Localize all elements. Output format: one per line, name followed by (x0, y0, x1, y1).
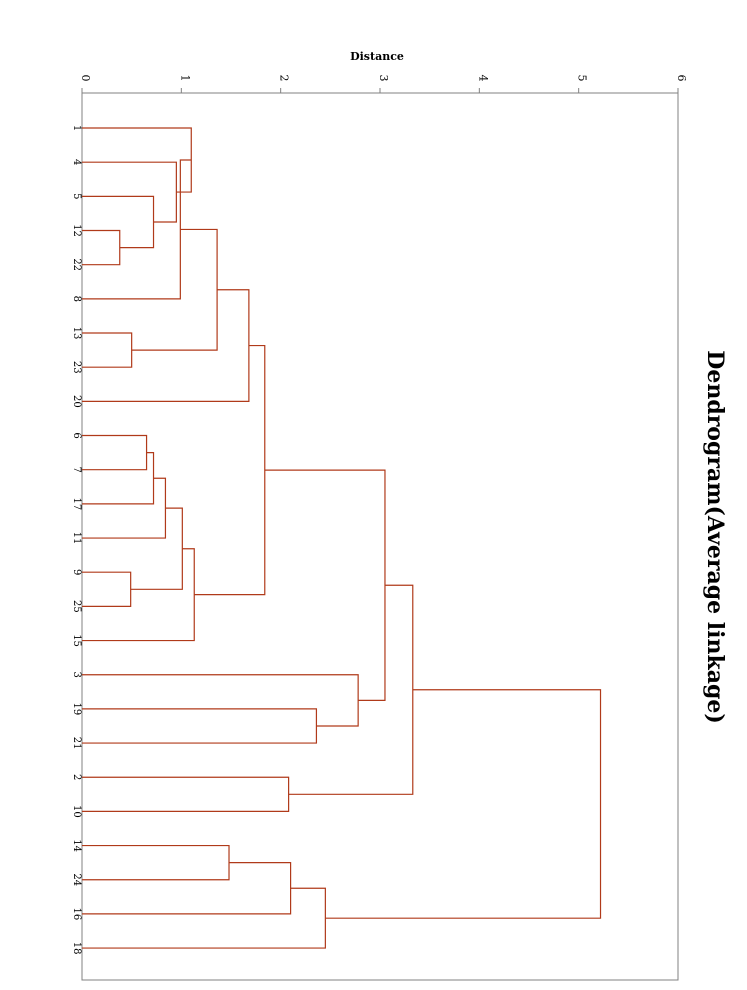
leaf-label-20: 20 (71, 395, 82, 408)
leaf-label-19: 19 (71, 703, 82, 716)
merge-link-17 (264, 469, 386, 701)
leaf-label-6: 6 (71, 432, 82, 438)
merge-link-23 (325, 689, 602, 919)
merge-link-0 (82, 229, 121, 266)
merge-link-1 (82, 195, 155, 249)
merge-link-19 (288, 584, 414, 795)
merge-link-2 (82, 161, 177, 223)
x-tick-label: 6 (675, 75, 688, 82)
x-tick-label: 0 (79, 75, 92, 82)
dendrogram-links (82, 127, 602, 949)
merge-link-22 (82, 887, 326, 949)
leaf-label-5: 5 (71, 193, 82, 199)
merge-link-3 (82, 127, 192, 193)
leaf-label-12: 12 (71, 224, 82, 237)
leaf-label-17: 17 (71, 498, 82, 511)
leaf-labels: 1451222813232067171192515319212101424161… (71, 125, 82, 955)
distance-axis-title: Distance (350, 50, 404, 63)
merge-link-6 (131, 228, 218, 351)
merge-link-20 (82, 844, 230, 881)
plot-frame (81, 92, 679, 981)
x-tick-label: 1 (178, 75, 191, 82)
merge-link-13 (82, 548, 195, 642)
leaf-label-25: 25 (71, 600, 82, 613)
merge-link-15 (82, 708, 318, 744)
merge-link-4 (82, 159, 192, 300)
leaf-label-15: 15 (71, 634, 82, 647)
merge-link-18 (82, 776, 290, 812)
x-tick-label: 3 (377, 75, 390, 82)
leaf-label-2: 2 (71, 774, 82, 780)
merge-link-5 (82, 332, 133, 368)
leaf-label-18: 18 (71, 942, 82, 955)
x-tick-label: 2 (278, 75, 291, 82)
merge-link-12 (130, 507, 183, 590)
leaf-label-24: 24 (71, 873, 82, 886)
leaf-label-7: 7 (71, 467, 82, 473)
x-tick-label: 4 (476, 75, 489, 82)
merge-link-8 (82, 434, 148, 471)
leaf-label-8: 8 (71, 296, 82, 302)
leaf-label-11: 11 (71, 532, 82, 545)
leaf-label-23: 23 (71, 361, 82, 374)
leaf-label-14: 14 (71, 839, 82, 852)
leaf-label-4: 4 (71, 159, 82, 165)
leaf-label-9: 9 (71, 569, 82, 575)
x-tick-label: 5 (576, 75, 589, 82)
chart-title: Dendrogram(Average linkage) (702, 350, 728, 723)
merge-link-14 (194, 344, 266, 596)
leaf-label-3: 3 (71, 672, 82, 678)
leaf-label-13: 13 (71, 327, 82, 340)
merge-link-9 (82, 452, 155, 505)
leaf-label-21: 21 (71, 737, 82, 750)
merge-link-21 (82, 862, 292, 915)
leaf-label-10: 10 (71, 805, 82, 818)
distance-axis-ticks: 0 1 2 3 4 5 6 (79, 75, 688, 93)
merge-link-7 (82, 289, 250, 402)
leaf-label-1: 1 (71, 125, 82, 131)
leaf-label-16: 16 (71, 908, 82, 921)
leaf-label-22: 22 (71, 258, 82, 271)
merge-link-11 (82, 571, 132, 607)
